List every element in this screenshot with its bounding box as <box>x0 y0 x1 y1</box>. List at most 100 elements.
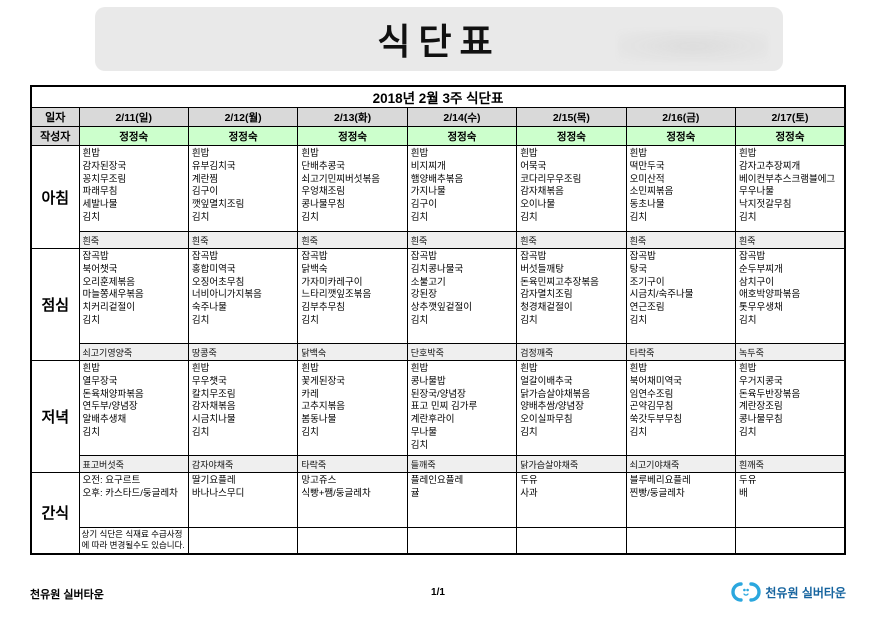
menu-item: 무우챗국 <box>191 375 227 387</box>
menu-item: 콩나물밥 <box>410 375 446 387</box>
menu-item: 감자채볶음 <box>191 401 236 413</box>
menu-item: 김치 <box>739 426 757 438</box>
menu-item: 버섯들깨탕 <box>520 263 564 275</box>
menu-item: 북어채미역국 <box>629 375 683 387</box>
menu-item: 마늘쫑새우볶음 <box>82 289 144 301</box>
snack-menu-row: 간식 오전: 요구르트 오후: 카스타드/둥글레차 딸기요플레 바나나스무디 망고쥬스 식빵… <box>30 472 846 554</box>
menu-item: 치커리겉절이 <box>82 302 135 314</box>
menu-item: 낙지젓갈무침 <box>739 199 792 211</box>
menu-item: 파래무침 <box>82 186 118 198</box>
meal-menu-row-0: 아침 흰밥 감자된장국 꽁치무조림 파래무침 세발나물 김치 흰밥 유부김치국 계란찜 김구이 깻잎멸… <box>30 145 846 249</box>
menu-item: 오리훈제볶음 <box>82 276 135 288</box>
menu-item: 코다리무우조림 <box>520 173 582 185</box>
menu-item: 콩나물무침 <box>739 414 783 426</box>
menu-item: 무우나물 <box>739 186 774 198</box>
menu-item: 된장국/양념장 <box>410 388 466 400</box>
menu-item: 김치 <box>520 426 538 438</box>
menu-item: 쑥갓두부무침 <box>629 414 683 426</box>
note-row: 상기 식단은 식재료 수급사정에 따라 변경될수도 있습니다. <box>31 527 846 554</box>
menu-item: 동초나물 <box>629 199 665 211</box>
menu-item: 흰밥 <box>629 363 648 374</box>
menu-item: 흰밥 <box>82 148 100 159</box>
menu-item: 감자채볶음 <box>520 186 564 198</box>
menu-item: 알배추생채 <box>82 414 127 426</box>
menu-cell: 흰밥 어묵국 코다리무우조림 감자채볶음 오이나물 김치 <box>516 145 627 232</box>
menu-item: 우엉채조림 <box>301 186 346 198</box>
footer-site-name: 천유원 실버타운 <box>30 589 104 601</box>
footer: 천유원 실버타운 1/1 천유원 실버타운 <box>30 582 846 612</box>
menu-cell: 잡곡밥 김치콩나물국 소불고기 강된장 상추깻잎겉절이 김치 <box>406 248 518 344</box>
empty-cell <box>625 527 737 554</box>
porridge-cell: 검정깨죽 <box>516 343 627 361</box>
menu-item: 오미산적 <box>629 173 665 185</box>
menu-item: 김치 <box>629 211 648 223</box>
menu-item: 플레인요플레 <box>410 475 464 486</box>
porridge-cell: 흰죽 <box>735 231 846 249</box>
menu-item: 북어챗국 <box>82 263 118 275</box>
menu-cell: 잡곡밥 탕국 조기구이 시금치/숙주나물 연근조림 김치 <box>625 248 737 344</box>
menu-item: 소민찌볶음 <box>629 186 674 198</box>
menu-item: 삼치구이 <box>739 276 774 288</box>
page-number: 1/1 <box>431 587 445 598</box>
title-box: 식단표 <box>95 7 783 71</box>
menu-cell: 흰밥 북어채미역국 임연수조림 곤약김무침 쑥갓두부무침 김치 <box>625 360 737 456</box>
porridge-cell: 쇠고기야채죽 <box>625 455 737 473</box>
porridge-cell: 흰깨죽 <box>735 455 846 473</box>
menu-item: 흰밥 <box>629 148 648 159</box>
author-row-label: 작성자 <box>30 126 80 146</box>
menu-item: 시금치나물 <box>191 414 236 426</box>
porridge-row-1: 쇠고기영양죽 땅콩죽 닭백숙 단호박죽 검정깨죽 타락죽 녹두죽 <box>31 343 846 361</box>
porridge-cell: 쇠고기영양죽 <box>78 343 189 361</box>
author-cell-2: 정정숙 <box>297 126 408 146</box>
menu-item: 흰밥 <box>301 363 319 374</box>
menu-cell: 플레인요플레 귤 <box>406 472 518 528</box>
porridge-row-0: 흰죽 흰죽 흰죽 흰죽 흰죽 흰죽 흰죽 <box>31 231 846 249</box>
menu-item: 돈육채양파볶음 <box>82 388 144 400</box>
menu-cell: 망고쥬스 식빵+쨈/둥글레차 <box>297 472 408 528</box>
menu-cell: 오전: 요구르트 오후: 카스타드/둥글레차 <box>78 472 189 528</box>
silvertown-logo-icon <box>731 582 761 602</box>
menu-item: 김구이 <box>191 186 219 198</box>
menu-cell: 딸기요플레 바나나스무디 <box>187 472 299 528</box>
author-cell-3: 정정숙 <box>406 126 518 146</box>
author-cell-1: 정정숙 <box>187 126 299 146</box>
porridge-cell: 타락죽 <box>625 343 737 361</box>
faint-watermark <box>618 30 768 62</box>
menu-item: 흰밥 <box>82 363 100 374</box>
meal-label-1: 점심 <box>30 248 80 361</box>
porridge-cell: 흰죽 <box>297 231 408 249</box>
menu-item: 잡곡밥 <box>629 251 656 262</box>
menu-item: 너비아니가지볶음 <box>191 289 262 301</box>
date-cell-3: 2/14(수) <box>406 107 518 127</box>
menu-item: 강된장 <box>410 289 437 301</box>
date-cell-4: 2/15(목) <box>516 107 627 127</box>
menu-item: 칼치무조림 <box>191 388 236 400</box>
menu-item: 가지나물 <box>410 186 446 198</box>
menu-cell: 흰밥 단배추콩국 쇠고기민찌버섯볶음 우엉채조림 콩나물무침 김치 <box>297 145 408 232</box>
menu-item: 흰밥 <box>410 148 429 159</box>
menu-item: 잡곡밥 <box>301 251 328 262</box>
menu-item: 딸기요플레 <box>191 475 236 486</box>
menu-cell: 흰밥 열무장국 돈육채양파볶음 연두부/양념장 알배추생채 김치 <box>78 360 189 456</box>
table-title: 2018년 2월 3주 식단표 <box>30 85 846 108</box>
menu-item: 김치 <box>301 314 319 326</box>
menu-item: 닭가슴살야채볶음 <box>520 388 591 400</box>
menu-item: 임연수조림 <box>629 388 674 400</box>
menu-item: 잡곡밥 <box>82 251 109 262</box>
date-cell-0: 2/11(일) <box>78 107 189 127</box>
menu-item: 쇠고기민찌버섯볶음 <box>301 173 381 185</box>
menu-item: 꽁치무조림 <box>82 173 127 185</box>
menu-item: 숙주나물 <box>191 302 227 314</box>
menu-item: 오이나물 <box>520 199 556 211</box>
menu-item: 세발나물 <box>82 199 118 211</box>
menu-item: 배 <box>739 487 748 499</box>
menu-item: 김치 <box>301 211 319 223</box>
meal-plan-table: 2018년 2월 3주 식단표 일자 2/11(일) 2/12(월) 2/13(화) 2… <box>30 85 846 555</box>
meal-label-0: 아침 <box>30 145 80 249</box>
menu-cell: 흰밥 떡만두국 오미산적 소민찌볶음 동초나물 김치 <box>625 145 737 232</box>
menu-item: 가자미카레구이 <box>301 276 363 288</box>
table-header-row: 2018년 2월 3주 식단표 <box>30 85 846 108</box>
menu-item: 김치 <box>410 314 429 326</box>
menu-cell: 흰밥 감자고추장찌개 베이컨부추스크램블에그 무우나물 낙지젓갈무침 김치 <box>735 145 846 232</box>
menu-item: 조기구이 <box>629 276 665 288</box>
